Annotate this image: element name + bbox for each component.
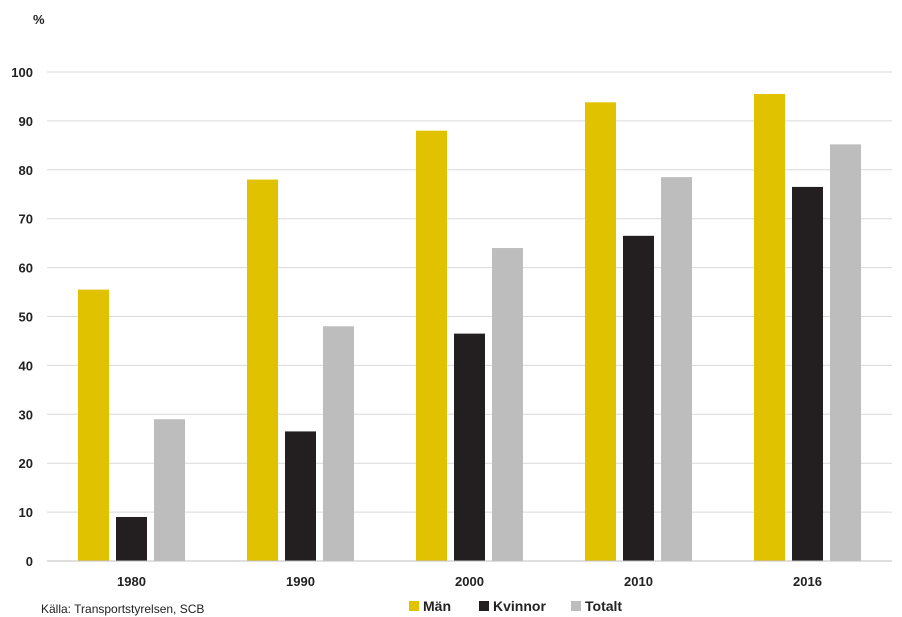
- y-axis-ticks: 0 10 20 30 40 50 60 70 80 90 100: [11, 65, 33, 569]
- bar-Män-1990: [247, 179, 278, 561]
- y-tick-label: 70: [19, 212, 33, 227]
- bar-Totalt-2016: [830, 144, 861, 561]
- y-axis-label: %: [33, 12, 45, 27]
- x-tick-label: 2000: [455, 574, 484, 589]
- legend: Män Kvinnor Totalt: [409, 598, 622, 614]
- x-tick-label: 2016: [793, 574, 822, 589]
- source-note: Källa: Transportstyrelsen, SCB: [41, 602, 204, 616]
- x-tick-label: 2010: [624, 574, 653, 589]
- bar-Män-2016: [754, 94, 785, 561]
- legend-swatch-Totalt: [571, 601, 581, 611]
- legend-label: Män: [423, 598, 451, 614]
- bar-Kvinnor-2000: [454, 333, 485, 561]
- bar-Kvinnor-2010: [623, 235, 654, 561]
- y-tick-label: 60: [19, 261, 33, 276]
- y-tick-label: 0: [26, 554, 33, 569]
- bar-Totalt-2000: [492, 248, 523, 562]
- bar-Män-2010: [585, 102, 616, 562]
- bar-Män-1980: [78, 289, 109, 561]
- bar-Kvinnor-1990: [285, 431, 316, 561]
- legend-label: Kvinnor: [493, 598, 546, 614]
- y-tick-label: 90: [19, 114, 33, 129]
- x-tick-label: 1980: [117, 574, 146, 589]
- y-tick-label: 100: [11, 65, 33, 80]
- y-tick-label: 20: [19, 456, 33, 471]
- bar-Kvinnor-1980: [116, 516, 147, 561]
- bar-Män-2000: [416, 130, 447, 561]
- bar-Totalt-2010: [661, 177, 692, 561]
- y-tick-label: 40: [19, 358, 33, 373]
- legend-swatch-Män: [409, 601, 419, 611]
- y-tick-label: 80: [19, 163, 33, 178]
- y-tick-label: 30: [19, 407, 33, 422]
- x-tick-label: 1990: [286, 574, 315, 589]
- x-axis-ticks: 1980 1990 2000 2010 2016: [117, 574, 822, 589]
- bar-Kvinnor-2016: [792, 186, 823, 562]
- y-tick-label: 10: [19, 505, 33, 520]
- bar-Totalt-1980: [154, 419, 185, 561]
- bar-Totalt-1990: [323, 326, 354, 561]
- legend-label: Totalt: [585, 598, 622, 614]
- legend-swatch-Kvinnor: [479, 601, 489, 611]
- bars: [78, 94, 861, 562]
- gridlines: [47, 71, 892, 513]
- y-tick-label: 50: [19, 310, 33, 325]
